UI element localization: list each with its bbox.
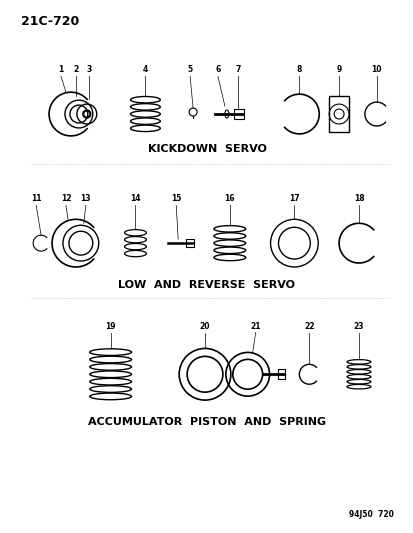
Text: 13: 13	[81, 195, 91, 204]
Text: 19: 19	[105, 321, 116, 330]
Text: 12: 12	[61, 195, 71, 204]
Bar	[277, 369, 285, 379]
Text: 8: 8	[296, 66, 301, 74]
Bar	[186, 239, 194, 247]
Text: 94J50  720: 94J50 720	[348, 510, 393, 519]
Text: 9: 9	[336, 66, 341, 74]
Text: 11: 11	[31, 195, 41, 204]
Text: 14: 14	[130, 195, 140, 204]
Text: 21C-720: 21C-720	[21, 15, 79, 28]
Text: 4: 4	[142, 66, 148, 74]
Text: 20: 20	[199, 321, 210, 330]
Text: 7: 7	[235, 66, 240, 74]
Text: KICKDOWN  SERVO: KICKDOWN SERVO	[147, 144, 266, 154]
Text: 21: 21	[250, 321, 260, 330]
Text: 3: 3	[86, 66, 91, 74]
Text: 15: 15	[171, 195, 181, 204]
Text: ACCUMULATOR  PISTON  AND  SPRING: ACCUMULATOR PISTON AND SPRING	[88, 417, 325, 427]
Text: 10: 10	[371, 66, 381, 74]
Text: 16: 16	[224, 195, 235, 204]
Text: 18: 18	[353, 195, 363, 204]
Text: 2: 2	[73, 66, 78, 74]
Text: 23: 23	[353, 321, 363, 330]
Text: 6: 6	[215, 66, 220, 74]
Text: 1: 1	[58, 66, 64, 74]
Text: 5: 5	[187, 66, 192, 74]
Text: 22: 22	[303, 321, 314, 330]
Bar	[233, 109, 243, 119]
Text: LOW  AND  REVERSE  SERVO: LOW AND REVERSE SERVO	[118, 280, 295, 290]
Text: 17: 17	[288, 195, 299, 204]
